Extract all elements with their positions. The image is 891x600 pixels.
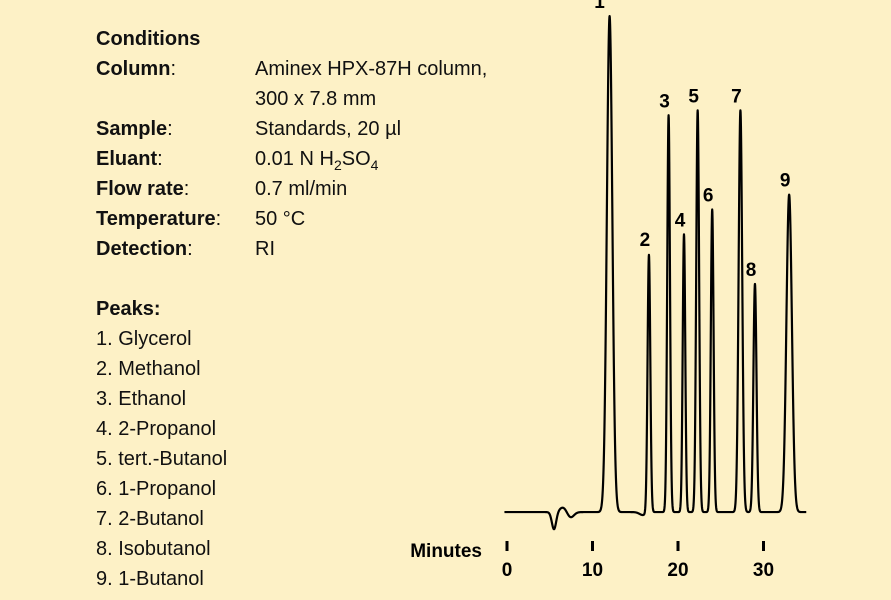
- peak-list-item: 7. 2-Butanol: [96, 508, 204, 530]
- condition-value: 0.01 N H2SO4: [255, 148, 379, 173]
- chromatogram-trace: [503, 14, 808, 531]
- condition-value: 50 °C: [255, 208, 306, 230]
- x-tick-label: 10: [582, 560, 603, 581]
- peak-list-item: 6. 1-Propanol: [96, 478, 217, 500]
- peak-label-2: 2: [640, 230, 651, 251]
- x-tick-label: 30: [753, 560, 774, 581]
- peak-label-9: 9: [780, 171, 791, 192]
- condition-label: Sample: [96, 118, 168, 140]
- peak-label-1: 1: [594, 0, 605, 13]
- condition-row-eluant: Eluant: 0.01 N H2SO4: [96, 144, 566, 174]
- condition-row-column: Column: Aminex HPX-87H column,: [96, 54, 566, 84]
- condition-row-column-cont: 300 x 7.8 mm: [96, 84, 566, 114]
- x-tick-label: 0: [502, 560, 513, 581]
- peak-label-6: 6: [703, 186, 714, 207]
- x-tick-label: 20: [667, 560, 688, 581]
- x-tick-mark: [676, 541, 680, 551]
- x-tick-mark: [505, 541, 509, 551]
- peak-list-item: 1. Glycerol: [96, 328, 192, 350]
- peak-list-item: 8. Isobutanol: [96, 538, 211, 560]
- condition-row-detection: Detection: RI: [96, 234, 566, 264]
- peak-label-7: 7: [731, 86, 742, 107]
- condition-value: 300 x 7.8 mm: [255, 88, 377, 110]
- x-tick-mark: [591, 541, 594, 551]
- peak-label-4: 4: [675, 210, 686, 231]
- conditions-title: Conditions: [96, 28, 201, 50]
- peak-list-item: 2. Methanol: [96, 358, 201, 380]
- peaks-title: Peaks:: [96, 298, 161, 320]
- peak-label-5: 5: [688, 86, 699, 107]
- x-tick-mark: [762, 541, 765, 551]
- condition-value: 0.7 ml/min: [255, 178, 348, 200]
- condition-label: Eluant: [96, 148, 158, 170]
- peak-list-item: 3. Ethanol: [96, 388, 187, 410]
- peak-list-item: 4. 2-Propanol: [96, 418, 217, 440]
- condition-row-temperature: Temperature: 50 °C: [96, 204, 566, 234]
- condition-value: RI: [255, 238, 275, 260]
- condition-label: Flow rate: [96, 178, 184, 200]
- x-axis-label: Minutes: [410, 541, 482, 562]
- peak-list-item: 5. tert.-Butanol: [96, 448, 228, 470]
- condition-label: Column: [96, 58, 171, 80]
- condition-label: Temperature: [96, 208, 216, 230]
- condition-value: Standards, 20 µl: [255, 118, 402, 140]
- conditions-panel: Conditions Column: Aminex HPX-87H column…: [96, 24, 566, 594]
- peak-label-3: 3: [659, 91, 670, 112]
- peak-label-8: 8: [746, 260, 757, 281]
- condition-row-flow-rate: Flow rate: 0.7 ml/min: [96, 174, 566, 204]
- peak-list-item: 9. 1-Butanol: [96, 568, 204, 590]
- x-axis: Minutes 0 10 20 30: [410, 541, 774, 581]
- condition-label: Detection: [96, 238, 188, 260]
- condition-row-sample: Sample: Standards, 20 µl: [96, 114, 566, 144]
- condition-value: Aminex HPX-87H column,: [255, 58, 488, 80]
